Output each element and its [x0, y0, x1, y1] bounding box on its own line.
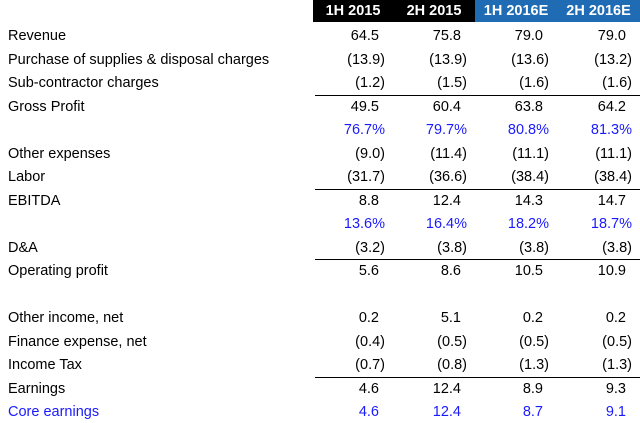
cell-value: 12.4 [432, 192, 461, 209]
cell-value: (11.1) [512, 145, 549, 162]
cell-value: 8.8 [358, 192, 379, 209]
cell-value: (13.9) [347, 51, 385, 68]
cell-value: 14.3 [514, 192, 543, 209]
cell-value: 75.8 [432, 28, 461, 44]
cell-value: (0.4) [355, 333, 385, 350]
cell-value: 79.7% [425, 122, 467, 138]
cell-value: 12.4 [432, 380, 461, 397]
underline [315, 376, 640, 378]
row-label: Other expenses [8, 145, 111, 162]
column-header: 1H 2015 [313, 0, 393, 22]
cell-value: (1.5) [437, 75, 467, 91]
row-label: Operating profit [8, 263, 108, 279]
cell-value: 9.3 [605, 380, 626, 397]
cell-value: (3.2) [355, 239, 385, 256]
cell-value: (9.0) [355, 145, 385, 162]
cell-value: 0.2 [605, 310, 626, 326]
underline [315, 259, 640, 260]
cell-value: (0.8) [437, 357, 467, 373]
cell-value: (1.3) [602, 357, 632, 373]
cell-value: 18.2% [507, 216, 549, 232]
row-label: Labor [8, 169, 46, 185]
cell-value: (38.4) [511, 169, 549, 185]
row-label: Income Tax [8, 357, 82, 373]
cell-value: 16.4% [425, 216, 467, 232]
cell-value: 64.5 [350, 28, 379, 44]
cell-value: (36.6) [429, 169, 467, 185]
cell-value: (13.9) [429, 51, 467, 68]
cell-value: 4.6 [358, 380, 379, 397]
cell-value: (38.4) [594, 169, 632, 185]
cell-value: (13.2) [594, 51, 632, 68]
cell-value: (3.8) [519, 239, 549, 256]
row-label: EBITDA [8, 192, 61, 209]
row-label: Other income, net [8, 310, 124, 326]
cell-value: 49.5 [350, 98, 379, 115]
cell-value: 5.1 [440, 310, 461, 326]
cell-value: 13.6% [343, 216, 385, 232]
cell-value: (11.4) [430, 145, 467, 162]
underline [315, 188, 640, 190]
cell-value: (0.5) [437, 333, 467, 350]
cell-value: (31.7) [347, 169, 385, 185]
cell-value: 9.1 [605, 404, 626, 420]
cell-value: 79.0 [514, 28, 543, 44]
cell-value: (3.8) [437, 239, 467, 256]
row-label: Gross Profit [8, 98, 85, 115]
cell-value: (1.6) [602, 75, 632, 91]
row-label: Purchase of supplies & disposal charges [8, 51, 270, 68]
row-label: Finance expense, net [8, 333, 147, 350]
cell-value: (1.6) [519, 75, 549, 91]
row-label: Revenue [8, 28, 67, 44]
cell-value: 5.6 [358, 263, 379, 279]
cell-value: 12.4 [432, 404, 461, 420]
column-header: 1H 2016E [475, 0, 557, 22]
cell-value: (3.8) [602, 239, 632, 256]
cell-value: 14.7 [597, 192, 626, 209]
cell-value: 8.6 [440, 263, 461, 279]
cell-value: 81.3% [590, 122, 632, 138]
row-label: Earnings [8, 380, 66, 397]
underline [315, 94, 640, 96]
cell-value: (0.5) [602, 333, 632, 350]
cell-value: 10.9 [597, 263, 626, 279]
cell-value: 64.2 [597, 98, 626, 115]
cell-value: 79.0 [597, 28, 626, 44]
cell-value: 18.7% [590, 216, 632, 232]
cell-value: 0.2 [358, 310, 379, 326]
cell-value: (0.7) [355, 357, 385, 373]
cell-value: 8.9 [522, 380, 543, 397]
row-label: D&A [8, 239, 38, 256]
cell-value: (13.6) [511, 51, 549, 68]
row-label: Sub-contractor charges [8, 75, 159, 91]
cell-value: 80.8% [507, 122, 549, 138]
cell-value: (11.1) [595, 145, 632, 162]
cell-value: (1.3) [519, 357, 549, 373]
cell-value: 10.5 [514, 263, 543, 279]
row-label: Core earnings [8, 404, 100, 420]
cell-value: 0.2 [522, 310, 543, 326]
cell-value: (0.5) [519, 333, 549, 350]
cell-value: 63.8 [514, 98, 543, 115]
column-header: 2H 2015 [393, 0, 475, 22]
cell-value: 76.7% [343, 122, 385, 138]
cell-value: 8.7 [522, 404, 543, 420]
cell-value: (1.2) [355, 75, 385, 91]
cell-value: 4.6 [358, 404, 379, 420]
cell-value: 60.4 [432, 98, 461, 115]
column-header: 2H 2016E [557, 0, 640, 22]
